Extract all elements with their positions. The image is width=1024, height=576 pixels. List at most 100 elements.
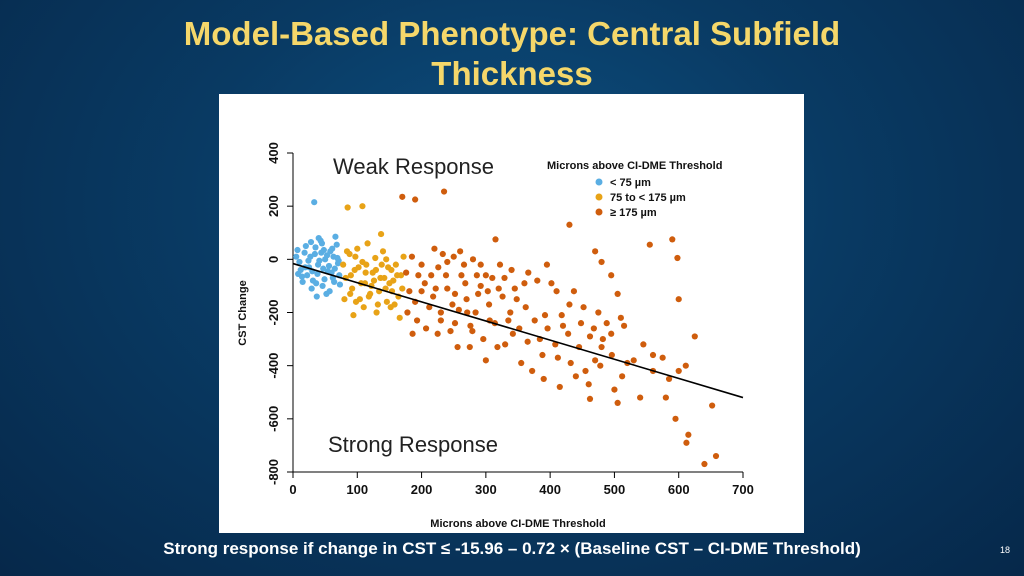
data-point xyxy=(529,367,536,375)
data-point xyxy=(355,264,362,271)
page-number: 18 xyxy=(999,545,1010,555)
data-point xyxy=(350,312,357,319)
data-point xyxy=(566,221,573,228)
data-point xyxy=(582,367,589,375)
y-tick-label: -600 xyxy=(266,406,281,432)
data-point xyxy=(399,193,406,200)
data-point xyxy=(444,285,451,292)
data-point xyxy=(543,261,551,268)
data-point xyxy=(466,343,473,351)
data-point xyxy=(313,293,320,300)
data-point xyxy=(482,357,489,364)
data-point xyxy=(502,341,509,348)
data-point xyxy=(330,253,337,260)
y-tick-label: 200 xyxy=(266,195,281,217)
data-point xyxy=(608,330,615,337)
data-point xyxy=(386,280,393,287)
legend-entry-gold: 75 to < 175 µm xyxy=(610,192,686,204)
x-tick-label: 500 xyxy=(604,482,626,497)
data-point xyxy=(531,317,538,324)
data-point xyxy=(620,322,628,329)
data-point xyxy=(430,293,437,300)
data-point xyxy=(469,328,476,335)
data-point xyxy=(665,375,673,383)
data-point xyxy=(381,274,388,282)
data-point xyxy=(572,373,579,380)
x-tick-label: 100 xyxy=(346,482,368,497)
legend: Microns above CI-DME Threshold < 75 µm 7… xyxy=(547,160,722,219)
data-point xyxy=(312,244,319,251)
data-point xyxy=(396,314,403,321)
data-point xyxy=(541,312,549,319)
data-point xyxy=(294,246,301,254)
data-point xyxy=(518,359,525,367)
data-point xyxy=(489,274,496,282)
data-point xyxy=(408,253,416,260)
data-point xyxy=(409,330,416,337)
y-tick-label: -200 xyxy=(266,299,281,325)
data-point xyxy=(675,296,682,303)
data-point xyxy=(458,272,465,279)
data-point xyxy=(440,188,448,195)
data-point xyxy=(544,325,551,332)
data-point xyxy=(315,234,322,242)
data-point xyxy=(691,333,698,340)
data-point xyxy=(451,320,459,327)
data-point xyxy=(435,264,442,271)
data-point xyxy=(360,304,367,311)
data-point xyxy=(421,280,428,287)
data-point xyxy=(480,335,487,343)
data-point xyxy=(558,312,565,319)
weak-response-annotation: Weak Response xyxy=(333,154,494,179)
data-point xyxy=(319,282,326,290)
data-point xyxy=(565,330,572,337)
strong-response-annotation: Strong Response xyxy=(328,432,498,457)
data-point xyxy=(682,362,689,369)
data-point xyxy=(434,330,441,337)
data-point xyxy=(608,272,615,279)
data-point xyxy=(444,258,451,266)
data-point xyxy=(662,394,669,401)
data-point xyxy=(349,285,356,292)
data-point xyxy=(335,257,342,264)
data-point xyxy=(316,257,323,264)
data-point xyxy=(496,261,504,268)
x-tick-label: 0 xyxy=(289,482,296,497)
data-point xyxy=(595,309,602,316)
data-point xyxy=(501,274,508,282)
data-point xyxy=(295,270,302,278)
data-point xyxy=(457,248,464,255)
data-point xyxy=(484,288,491,295)
data-point xyxy=(341,296,348,303)
data-point xyxy=(522,304,529,311)
data-point xyxy=(428,272,435,279)
data-point xyxy=(567,359,574,367)
data-point xyxy=(608,351,615,359)
data-point xyxy=(525,269,532,276)
data-point xyxy=(362,269,369,276)
data-point xyxy=(399,285,406,292)
data-point xyxy=(590,325,597,332)
data-point xyxy=(304,272,311,279)
data-point xyxy=(370,277,378,284)
data-point xyxy=(422,325,430,332)
regression-group xyxy=(292,262,744,399)
legend-swatch-blue xyxy=(595,178,603,186)
data-point xyxy=(485,301,493,308)
data-point xyxy=(412,196,419,203)
data-point xyxy=(336,281,344,288)
data-point xyxy=(455,306,462,313)
data-point xyxy=(404,309,411,316)
data-point xyxy=(347,290,354,297)
data-point xyxy=(669,236,676,243)
data-point xyxy=(513,296,520,303)
data-point xyxy=(293,253,300,260)
data-point xyxy=(451,290,459,297)
data-point xyxy=(347,272,354,279)
data-point xyxy=(403,269,410,276)
data-point xyxy=(712,452,720,460)
y-tick-label: 400 xyxy=(266,142,281,164)
data-point xyxy=(323,290,330,297)
data-point xyxy=(437,309,444,316)
data-point xyxy=(566,301,573,308)
